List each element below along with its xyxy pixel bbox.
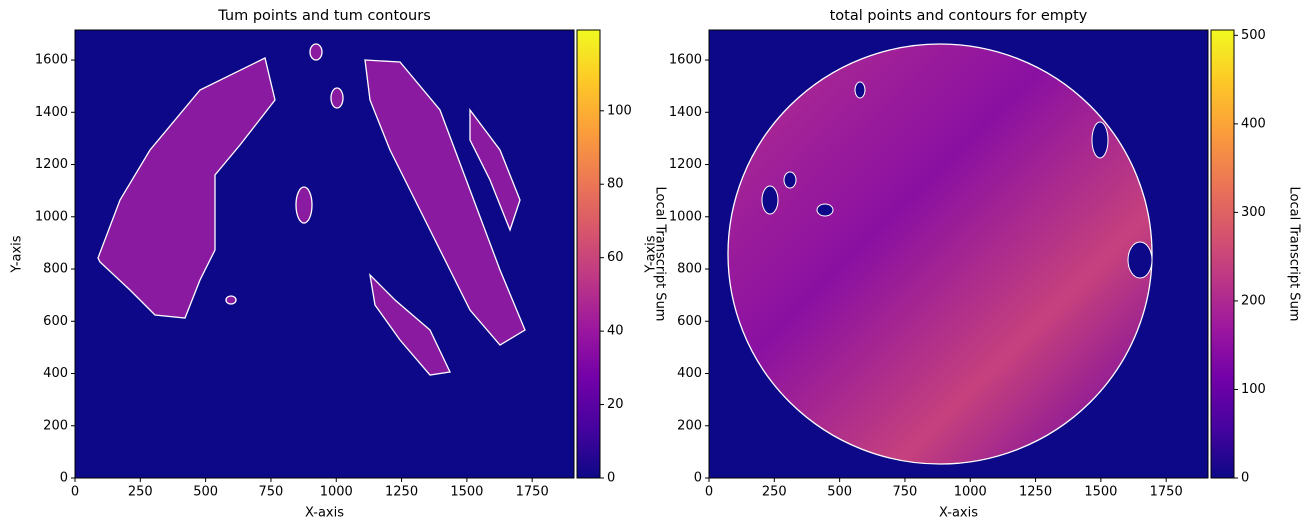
x-tick-label: 0 — [71, 485, 79, 500]
x-axis-label: X-axis — [305, 506, 344, 521]
colorbar-tick-label: 0 — [1241, 471, 1249, 486]
y-tick-label: 0 — [60, 471, 68, 486]
colorbar — [576, 29, 601, 479]
x-tick-label: 1000 — [320, 485, 353, 500]
x-tick-label: 500 — [193, 485, 218, 500]
x-tick-label: 1750 — [1150, 485, 1183, 500]
y-tick-label: 1400 — [35, 105, 68, 120]
x-tick-label: 1250 — [385, 485, 418, 500]
x-tick-label: 0 — [705, 485, 713, 500]
y-tick-label: 200 — [677, 418, 702, 433]
y-tick-label: 1000 — [35, 209, 68, 224]
y-axis-label: Y-axis — [10, 235, 25, 273]
y-tick-label: 1400 — [669, 105, 702, 120]
colorbar-tick-label: 0 — [607, 471, 615, 486]
colorbar — [1210, 29, 1235, 479]
y-tick-label: 800 — [677, 262, 702, 277]
axes-frame — [708, 29, 1209, 479]
y-tick-label: 400 — [677, 366, 702, 381]
x-tick-label: 1500 — [1084, 485, 1117, 500]
chart-title: Tum points and tum contours — [217, 8, 431, 24]
x-tick-label: 750 — [893, 485, 918, 500]
x-tick-label: 1000 — [954, 485, 987, 500]
colorbar-tick-label: 60 — [607, 250, 624, 265]
y-tick-label: 600 — [677, 314, 702, 329]
colorbar-tick-label: 300 — [1241, 205, 1266, 220]
y-tick-label: 0 — [694, 471, 702, 486]
y-tick-label: 1600 — [669, 53, 702, 68]
colorbar-tick-label: 80 — [607, 177, 624, 192]
x-tick-label: 1500 — [450, 485, 483, 500]
y-tick-label: 400 — [43, 366, 68, 381]
x-tick-label: 1750 — [516, 485, 549, 500]
y-tick-label: 1600 — [35, 53, 68, 68]
y-tick-label: 600 — [43, 314, 68, 329]
y-tick-label: 1200 — [35, 157, 68, 172]
x-tick-label: 250 — [762, 485, 787, 500]
y-tick-label: 800 — [43, 262, 68, 277]
x-tick-label: 750 — [259, 485, 284, 500]
y-tick-label: 200 — [43, 418, 68, 433]
colorbar-tick-label: 20 — [607, 397, 624, 412]
colorbar-tick-label: 100 — [1241, 382, 1266, 397]
colorbar-tick-label: 40 — [607, 324, 624, 339]
colorbar-label: Local Transcript Sum — [653, 187, 668, 322]
y-tick-label: 1200 — [669, 157, 702, 172]
y-tick-label: 1000 — [669, 209, 702, 224]
colorbar-tick-label: 500 — [1241, 28, 1266, 43]
colorbar-tick-label: 400 — [1241, 116, 1266, 131]
x-tick-label: 250 — [128, 485, 153, 500]
x-tick-label: 500 — [827, 485, 852, 500]
colorbar-tick-label: 100 — [607, 103, 632, 118]
heatmap-image — [75, 30, 1208, 478]
axes-frame — [74, 29, 575, 479]
colorbar-label: Local Transcript Sum — [1287, 187, 1302, 322]
x-axis-label: X-axis — [939, 506, 978, 521]
colorbar-tick-label: 200 — [1241, 293, 1266, 308]
contour — [727, 43, 1153, 465]
y-axis-label: Y-axis — [644, 235, 659, 273]
x-tick-label: 1250 — [1019, 485, 1052, 500]
chart-title: total points and contours for empty — [830, 8, 1088, 24]
